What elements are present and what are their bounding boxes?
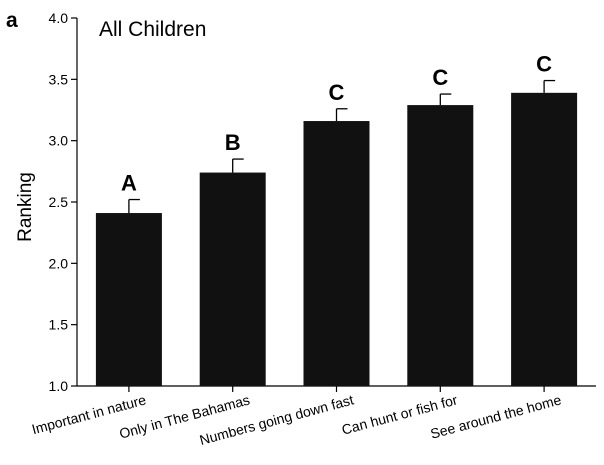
bar-4	[511, 92, 578, 387]
y-tick-label: 1.0	[49, 378, 69, 394]
group-letter: C	[536, 52, 552, 77]
y-tick-label: 3.0	[49, 133, 69, 149]
bar-3	[407, 105, 474, 387]
y-axis-label: Ranking	[15, 172, 36, 242]
group-letter: C	[432, 65, 448, 90]
bars	[95, 79, 578, 387]
chart-title: All Children	[99, 18, 206, 41]
group-letter: C	[329, 80, 345, 105]
axes: 1.0 1.5 2.0 2.5 3.0 3.5 4.0	[49, 10, 596, 394]
y-tick-label: 2.0	[49, 255, 69, 271]
bar-1	[199, 172, 266, 386]
bar-0	[95, 213, 162, 386]
y-tick-label: 2.5	[49, 194, 69, 210]
group-letter: A	[121, 171, 137, 196]
panel-label: a	[6, 9, 18, 32]
y-tick-label: 4.0	[49, 10, 69, 26]
y-tick-label: 1.5	[49, 317, 69, 333]
group-letter: B	[225, 130, 241, 155]
y-tick-label: 3.5	[49, 71, 69, 87]
bar-2	[303, 121, 370, 386]
